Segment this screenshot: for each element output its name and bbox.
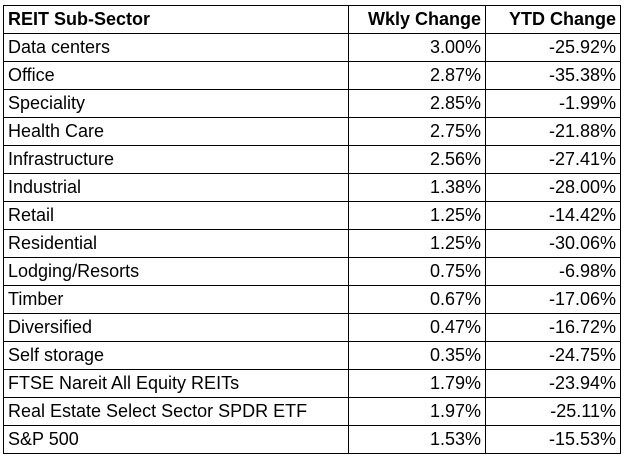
sector-cell: Data centers [3, 33, 349, 62]
header-sector: REIT Sub-Sector [3, 5, 349, 34]
weekly-change-cell: 2.85% [348, 89, 486, 118]
sector-cell: Real Estate Select Sector SPDR ETF [3, 397, 349, 426]
weekly-change-cell: 0.75% [348, 257, 486, 286]
sector-cell: Lodging/Resorts [3, 257, 349, 286]
table-row: Diversified 0.47% -16.72% [3, 313, 621, 342]
table-row: Industrial 1.38% -28.00% [3, 173, 621, 202]
table-row: S&P 500 1.53% -15.53% [3, 425, 621, 454]
weekly-change-cell: 2.56% [348, 145, 486, 174]
ytd-change-cell: -15.53% [485, 425, 621, 454]
sector-cell: Timber [3, 285, 349, 314]
ytd-change-cell: -21.88% [485, 117, 621, 146]
ytd-change-cell: -28.00% [485, 173, 621, 202]
weekly-change-cell: 1.79% [348, 369, 486, 398]
table-row: Speciality 2.85% -1.99% [3, 89, 621, 118]
table-row: Retail 1.25% -14.42% [3, 201, 621, 230]
weekly-change-cell: 3.00% [348, 33, 486, 62]
ytd-change-cell: -23.94% [485, 369, 621, 398]
table-row: Health Care 2.75% -21.88% [3, 117, 621, 146]
table-row: Timber 0.67% -17.06% [3, 285, 621, 314]
sector-cell: Retail [3, 201, 349, 230]
sector-cell: Speciality [3, 89, 349, 118]
table-header: REIT Sub-Sector Wkly Change YTD Change [3, 5, 621, 34]
table-body: Data centers 3.00% -25.92% Office 2.87% … [3, 33, 621, 454]
ytd-change-cell: -16.72% [485, 313, 621, 342]
header-ytd-change: YTD Change [485, 5, 621, 34]
sector-cell: Self storage [3, 341, 349, 370]
ytd-change-cell: -17.06% [485, 285, 621, 314]
ytd-change-cell: -35.38% [485, 61, 621, 90]
ytd-change-cell: -24.75% [485, 341, 621, 370]
weekly-change-cell: 0.35% [348, 341, 486, 370]
sector-cell: Infrastructure [3, 145, 349, 174]
sector-cell: Diversified [3, 313, 349, 342]
weekly-change-cell: 1.53% [348, 425, 486, 454]
weekly-change-cell: 1.97% [348, 397, 486, 426]
ytd-change-cell: -14.42% [485, 201, 621, 230]
table-row: Lodging/Resorts 0.75% -6.98% [3, 257, 621, 286]
weekly-change-cell: 0.67% [348, 285, 486, 314]
weekly-change-cell: 0.47% [348, 313, 486, 342]
reit-performance-table: REIT Sub-Sector Wkly Change YTD Change D… [3, 5, 621, 454]
sector-cell: Industrial [3, 173, 349, 202]
ytd-change-cell: -25.92% [485, 33, 621, 62]
weekly-change-cell: 1.38% [348, 173, 486, 202]
table-row: Real Estate Select Sector SPDR ETF 1.97%… [3, 397, 621, 426]
sector-cell: Health Care [3, 117, 349, 146]
weekly-change-cell: 1.25% [348, 201, 486, 230]
ytd-change-cell: -1.99% [485, 89, 621, 118]
ytd-change-cell: -30.06% [485, 229, 621, 258]
sector-cell: FTSE Nareit All Equity REITs [3, 369, 349, 398]
sector-cell: S&P 500 [3, 425, 349, 454]
weekly-change-cell: 2.87% [348, 61, 486, 90]
sector-cell: Residential [3, 229, 349, 258]
header-row: REIT Sub-Sector Wkly Change YTD Change [3, 5, 621, 34]
table-row: Office 2.87% -35.38% [3, 61, 621, 90]
ytd-change-cell: -27.41% [485, 145, 621, 174]
table-row: Residential 1.25% -30.06% [3, 229, 621, 258]
weekly-change-cell: 2.75% [348, 117, 486, 146]
ytd-change-cell: -6.98% [485, 257, 621, 286]
table-row: FTSE Nareit All Equity REITs 1.79% -23.9… [3, 369, 621, 398]
table-row: Self storage 0.35% -24.75% [3, 341, 621, 370]
weekly-change-cell: 1.25% [348, 229, 486, 258]
table-row: Data centers 3.00% -25.92% [3, 33, 621, 62]
ytd-change-cell: -25.11% [485, 397, 621, 426]
header-weekly-change: Wkly Change [348, 5, 486, 34]
sector-cell: Office [3, 61, 349, 90]
table-row: Infrastructure 2.56% -27.41% [3, 145, 621, 174]
